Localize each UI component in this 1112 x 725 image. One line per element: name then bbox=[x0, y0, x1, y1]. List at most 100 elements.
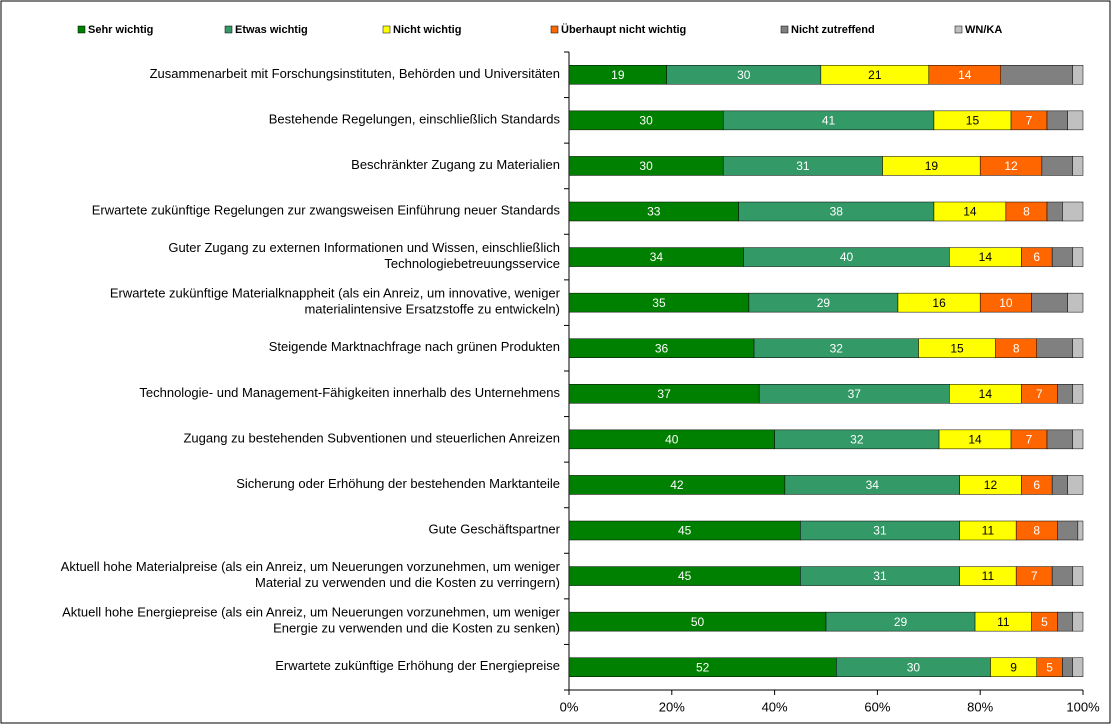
category-label-line: materialintensive Ersatzstoffe zu entwic… bbox=[304, 302, 560, 317]
value-label: 38 bbox=[830, 205, 844, 219]
x-tick-label: 0% bbox=[560, 699, 579, 714]
value-label: 16 bbox=[932, 296, 946, 310]
category-label-line: Guter Zugang zu externen Informationen u… bbox=[168, 241, 560, 256]
value-label: 15 bbox=[950, 341, 964, 355]
category-label: Technologie- und Management-Fähigkeiten … bbox=[139, 385, 560, 400]
value-label: 8 bbox=[1033, 524, 1040, 538]
category-label: Erwartete zukünftige Regelungen zur zwan… bbox=[92, 203, 561, 218]
value-label: 42 bbox=[670, 478, 684, 492]
category-label: Bestehende Regelungen, einschließlich St… bbox=[269, 112, 561, 127]
category-label: Zusammenarbeit mit Forschungsinstituten,… bbox=[150, 66, 560, 81]
bar-segment bbox=[1041, 156, 1073, 176]
value-label: 29 bbox=[894, 615, 908, 629]
bar-segment bbox=[1036, 338, 1073, 358]
bar-segment bbox=[1057, 520, 1079, 541]
legend-swatch bbox=[77, 25, 86, 34]
bar-segment bbox=[1046, 429, 1073, 450]
legend-label: Etwas wichtig bbox=[235, 24, 308, 36]
value-label: 7 bbox=[1036, 387, 1043, 401]
value-label: 14 bbox=[979, 250, 993, 264]
category-label-line: Gute Geschäftspartner bbox=[428, 522, 560, 537]
value-label: 30 bbox=[907, 660, 921, 674]
category-label: Guter Zugang zu externen Informationen u… bbox=[168, 241, 560, 272]
value-label: 12 bbox=[1004, 159, 1018, 173]
bar-segment bbox=[1046, 110, 1068, 131]
value-label: 31 bbox=[796, 159, 810, 173]
value-label: 7 bbox=[1026, 114, 1033, 128]
bar-segment bbox=[1067, 475, 1084, 495]
category-label: Aktuell hohe Materialpreise (als ein Anr… bbox=[61, 560, 561, 591]
value-label: 14 bbox=[968, 433, 982, 447]
value-label: 40 bbox=[665, 433, 679, 447]
value-label: 30 bbox=[737, 68, 751, 82]
category-label-line: Technologie- und Management-Fähigkeiten … bbox=[139, 385, 560, 400]
category-label: Gute Geschäftspartner bbox=[428, 522, 560, 537]
bar-segment bbox=[1031, 292, 1068, 313]
bar-segment bbox=[1051, 475, 1068, 495]
value-label: 9 bbox=[1010, 660, 1017, 674]
value-label: 31 bbox=[873, 524, 887, 538]
value-label: 50 bbox=[691, 615, 705, 629]
category-label-line: Erwartete zukünftige Regelungen zur zwan… bbox=[92, 203, 561, 218]
value-label: 10 bbox=[999, 296, 1013, 310]
value-label: 14 bbox=[979, 387, 993, 401]
category-label-line: Energie zu verwenden und die Kosten zu s… bbox=[273, 621, 560, 636]
category-label: Zugang zu bestehenden Subventionen und s… bbox=[183, 431, 560, 446]
bar-segment bbox=[1072, 65, 1084, 85]
value-label: 34 bbox=[650, 250, 664, 264]
x-tick-label: 20% bbox=[659, 699, 685, 714]
x-tick-label: 100% bbox=[1066, 699, 1100, 714]
value-label: 37 bbox=[848, 387, 862, 401]
legend-swatch bbox=[954, 25, 963, 34]
value-label: 5 bbox=[1046, 660, 1053, 674]
legend-swatch bbox=[780, 25, 789, 34]
legend-label: Sehr wichtig bbox=[88, 24, 153, 36]
value-label: 33 bbox=[647, 205, 661, 219]
category-label: Erwartete zukünftige Erhöhung der Energi… bbox=[275, 659, 560, 674]
legend-swatch bbox=[550, 25, 559, 34]
bar-segment bbox=[1072, 611, 1084, 632]
x-tick-label: 60% bbox=[864, 699, 890, 714]
x-tick-label: 80% bbox=[967, 699, 993, 714]
category-label-line: Bestehende Regelungen, einschließlich St… bbox=[269, 112, 561, 127]
value-label: 6 bbox=[1033, 250, 1040, 264]
value-label: 40 bbox=[840, 250, 854, 264]
value-label: 8 bbox=[1013, 341, 1020, 355]
category-label-line: Zusammenarbeit mit Forschungsinstituten,… bbox=[150, 66, 560, 81]
bar-segment bbox=[1072, 338, 1084, 358]
bar-segment bbox=[1072, 657, 1084, 677]
bar-segment bbox=[1051, 247, 1073, 267]
category-label: Steigende Marktnachfrage nach grünen Pro… bbox=[269, 340, 560, 355]
bar-segment bbox=[1067, 292, 1084, 313]
bar-segment bbox=[1072, 566, 1084, 586]
category-label-line: Steigende Marktnachfrage nach grünen Pro… bbox=[269, 340, 560, 355]
bar-segment bbox=[1072, 247, 1084, 267]
legend-label: Nicht zutreffend bbox=[791, 24, 875, 36]
legend-label: Nicht wichtig bbox=[393, 24, 461, 36]
bar-segment bbox=[1062, 201, 1084, 222]
category-label: Sicherung oder Erhöhung der bestehenden … bbox=[236, 476, 560, 491]
category-label: Beschränkter Zugang zu Materialien bbox=[351, 157, 560, 172]
category-label-line: Erwartete zukünftige Materialknappheit (… bbox=[110, 286, 561, 301]
category-label-line: Zugang zu bestehenden Subventionen und s… bbox=[183, 431, 560, 446]
value-label: 41 bbox=[822, 114, 836, 128]
category-label: Erwartete zukünftige Materialknappheit (… bbox=[110, 286, 561, 317]
value-label: 36 bbox=[655, 341, 669, 355]
value-label: 29 bbox=[817, 296, 831, 310]
value-label: 21 bbox=[868, 68, 882, 82]
value-label: 30 bbox=[639, 159, 653, 173]
legend-swatch bbox=[224, 25, 233, 34]
value-label: 5 bbox=[1041, 615, 1048, 629]
bar-segment bbox=[1062, 657, 1073, 677]
value-label: 11 bbox=[982, 569, 995, 583]
bar-segment bbox=[1072, 429, 1084, 450]
bar-segment bbox=[1057, 384, 1073, 404]
value-label: 6 bbox=[1033, 478, 1040, 492]
bar-segment bbox=[1077, 520, 1084, 541]
value-label: 11 bbox=[997, 615, 1010, 629]
value-label: 37 bbox=[657, 387, 671, 401]
value-label: 32 bbox=[830, 341, 844, 355]
x-tick-label: 40% bbox=[762, 699, 788, 714]
value-label: 15 bbox=[966, 114, 980, 128]
